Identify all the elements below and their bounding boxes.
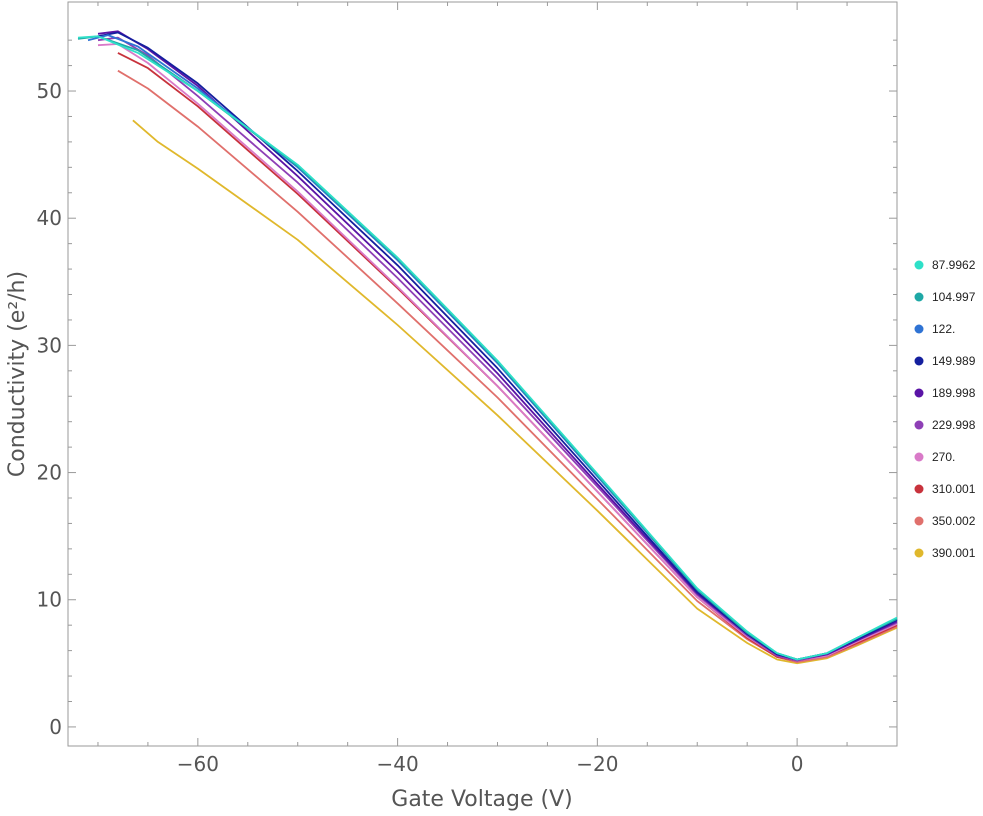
- x-axis-title: Gate Voltage (V): [391, 787, 572, 812]
- legend-swatch: [914, 388, 924, 398]
- legend-swatch: [914, 420, 924, 430]
- series-line-390_001: [132, 119, 898, 665]
- legend-swatch: [914, 516, 924, 526]
- legend-label: 149.989: [932, 354, 976, 368]
- series-layer: [77, 30, 898, 665]
- series-line-87_9962: [77, 35, 898, 661]
- x-tick-label: 0: [791, 752, 804, 776]
- legend-swatch: [914, 356, 924, 366]
- minor-ticks: [68, 2, 898, 746]
- legend-label: 350.002: [932, 514, 976, 528]
- legend-label: 310.001: [932, 482, 976, 496]
- series-line-350_002: [117, 69, 898, 663]
- legend-swatch: [914, 548, 924, 558]
- legend-label: 390.001: [932, 546, 976, 560]
- x-tick-label: −20: [576, 752, 618, 776]
- legend: 87.9962 104.997 122. 149.989 189.998 229.998 2…: [914, 258, 976, 560]
- series-line-270_: [97, 43, 898, 662]
- series-line-149_989: [97, 31, 898, 661]
- x-tick-label: −40: [376, 752, 418, 776]
- legend-label: 122.: [932, 322, 955, 336]
- y-tick-label: 50: [37, 79, 62, 103]
- series-line-189_998: [97, 30, 898, 661]
- legend-label: 189.998: [932, 386, 976, 400]
- series-line-310_001: [117, 52, 898, 662]
- legend-label: 104.997: [932, 290, 976, 304]
- legend-label: 270.: [932, 450, 955, 464]
- legend-swatch: [914, 292, 924, 302]
- series-line-122_: [87, 34, 898, 661]
- y-tick-label: 30: [37, 333, 62, 357]
- legend-swatch: [914, 324, 924, 334]
- plot-frame: [67, 1, 898, 747]
- y-tick-label: 20: [37, 461, 62, 485]
- y-tick-label: 40: [37, 206, 62, 230]
- y-axis-title: Conductivity (e²/h): [5, 271, 30, 477]
- legend-swatch: [914, 260, 924, 270]
- y-tick-label: 10: [37, 588, 62, 612]
- x-axis-ticks: −60 −40 −20 0: [177, 2, 804, 776]
- legend-label: 229.998: [932, 418, 976, 432]
- y-axis-ticks: 0 10 20 30 40 50: [37, 79, 897, 739]
- legend-swatch: [914, 484, 924, 494]
- x-tick-label: −60: [177, 752, 219, 776]
- series-line-229_998: [97, 36, 898, 662]
- legend-label: 87.9962: [932, 258, 976, 272]
- y-tick-label: 0: [49, 715, 62, 739]
- legend-swatch: [914, 452, 924, 462]
